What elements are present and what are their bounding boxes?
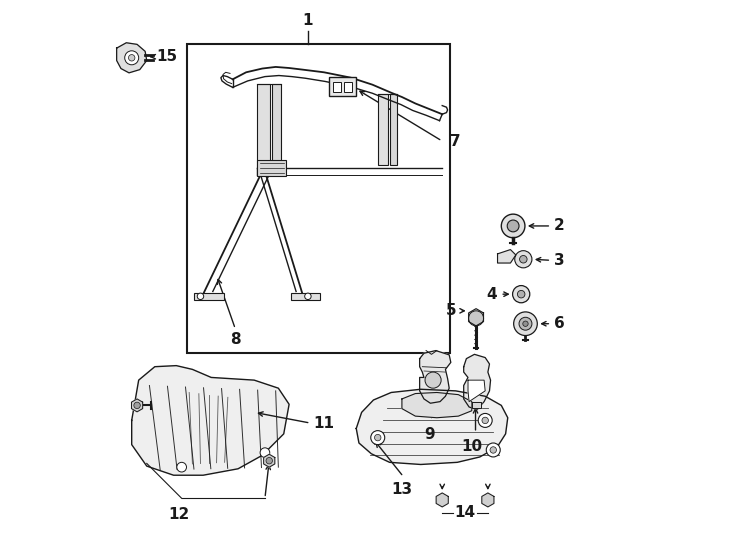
Text: 12: 12 <box>168 508 189 523</box>
Polygon shape <box>482 493 494 507</box>
Circle shape <box>479 414 493 427</box>
Circle shape <box>177 462 186 472</box>
Polygon shape <box>464 354 490 410</box>
Bar <box>330 77 356 96</box>
Text: 7: 7 <box>450 133 460 148</box>
Circle shape <box>260 448 270 457</box>
Polygon shape <box>420 350 451 403</box>
Bar <box>390 94 397 165</box>
Text: 11: 11 <box>313 416 334 430</box>
Circle shape <box>523 321 528 326</box>
Circle shape <box>507 220 519 232</box>
Polygon shape <box>356 389 508 464</box>
Text: 6: 6 <box>554 316 564 331</box>
Text: 1: 1 <box>302 14 313 28</box>
Polygon shape <box>468 309 484 326</box>
Text: 9: 9 <box>424 427 435 442</box>
Circle shape <box>501 214 525 238</box>
Circle shape <box>305 293 311 300</box>
Circle shape <box>374 434 381 441</box>
Bar <box>194 293 224 300</box>
Circle shape <box>468 311 484 326</box>
Circle shape <box>486 443 501 457</box>
Polygon shape <box>468 380 485 402</box>
Text: 8: 8 <box>230 332 241 347</box>
Circle shape <box>128 55 135 61</box>
Text: 15: 15 <box>156 49 178 64</box>
Polygon shape <box>131 399 142 412</box>
Text: 4: 4 <box>487 287 497 302</box>
Text: 10: 10 <box>462 439 483 454</box>
Bar <box>187 44 450 353</box>
Circle shape <box>512 286 530 303</box>
Circle shape <box>371 430 385 444</box>
Circle shape <box>425 372 441 388</box>
Circle shape <box>197 293 203 300</box>
Text: 14: 14 <box>454 505 476 521</box>
Circle shape <box>517 291 525 298</box>
Text: 3: 3 <box>554 253 564 268</box>
Circle shape <box>520 255 527 263</box>
Circle shape <box>134 402 140 409</box>
Bar <box>333 82 341 92</box>
Bar <box>344 82 352 92</box>
Circle shape <box>514 312 537 335</box>
Bar <box>257 84 270 168</box>
Polygon shape <box>402 393 472 418</box>
Text: 2: 2 <box>554 219 564 233</box>
Circle shape <box>125 51 139 65</box>
Bar <box>291 293 320 300</box>
Polygon shape <box>472 402 481 408</box>
Circle shape <box>519 318 532 330</box>
Polygon shape <box>117 43 147 73</box>
Text: 5: 5 <box>446 303 456 318</box>
Circle shape <box>515 251 532 268</box>
Bar <box>272 84 281 168</box>
Polygon shape <box>131 366 289 475</box>
Circle shape <box>482 417 488 424</box>
Polygon shape <box>264 454 275 467</box>
Circle shape <box>490 447 496 453</box>
Bar <box>378 94 388 165</box>
Circle shape <box>266 457 272 464</box>
Text: 13: 13 <box>391 482 413 497</box>
Polygon shape <box>436 493 448 507</box>
Bar <box>257 160 286 176</box>
Polygon shape <box>498 249 516 263</box>
